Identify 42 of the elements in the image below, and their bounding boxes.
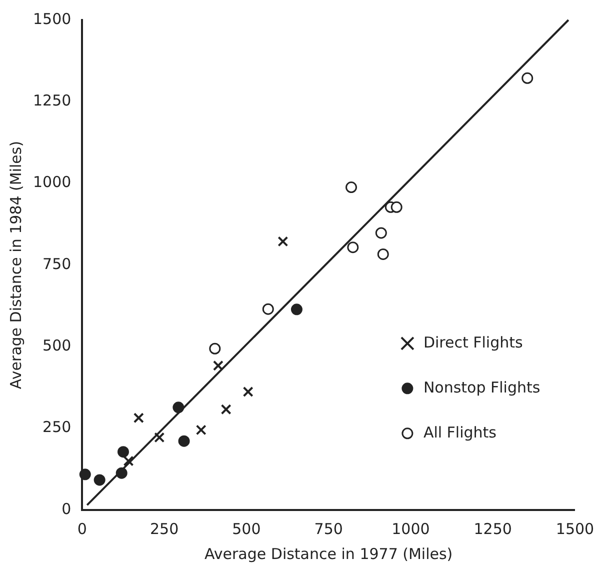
point — [154, 432, 165, 443]
y-tick-label: 0 — [62, 500, 72, 518]
point — [196, 424, 206, 436]
x-tick-label: 750 — [314, 520, 343, 538]
point — [172, 402, 184, 414]
point — [347, 242, 359, 254]
legend-label: All Flights — [423, 423, 497, 442]
point — [290, 304, 302, 316]
legend-label: Nonstop Flights — [423, 378, 540, 396]
x-tick-label: 1250 — [474, 520, 512, 538]
point — [242, 386, 254, 397]
point — [390, 201, 402, 213]
y-tick-label: 500 — [42, 336, 72, 355]
x-tick-label: 1500 — [556, 520, 594, 538]
point — [262, 303, 274, 315]
point — [212, 360, 224, 371]
point — [278, 236, 288, 247]
x-tick-label: 250 — [150, 520, 179, 538]
point — [117, 446, 129, 458]
y-tick-label: 750 — [42, 254, 72, 273]
y-axis-title: Average Distance in 1984 (Miles) — [6, 140, 25, 390]
y-tick-label: 1000 — [32, 173, 72, 192]
x-tick-label: 0 — [77, 520, 87, 538]
point — [209, 342, 221, 354]
point — [346, 182, 358, 194]
point — [116, 467, 128, 479]
point — [375, 227, 387, 239]
x-axis-title: Average Distance in 1977 (Miles) — [204, 544, 453, 563]
point — [94, 474, 106, 486]
point — [522, 72, 534, 84]
x-tick-label: 1000 — [392, 520, 430, 538]
point — [123, 456, 134, 466]
point — [178, 435, 190, 447]
y-tick-label: 250 — [42, 418, 72, 436]
x-tick-label: 500 — [232, 520, 261, 538]
point — [79, 468, 91, 480]
point — [220, 404, 232, 415]
y-tick-label: 1250 — [32, 92, 72, 110]
y-tick-label: 1500 — [32, 10, 72, 28]
legend-label: Direct Flights — [423, 333, 523, 352]
point — [133, 412, 144, 424]
point — [377, 248, 389, 260]
